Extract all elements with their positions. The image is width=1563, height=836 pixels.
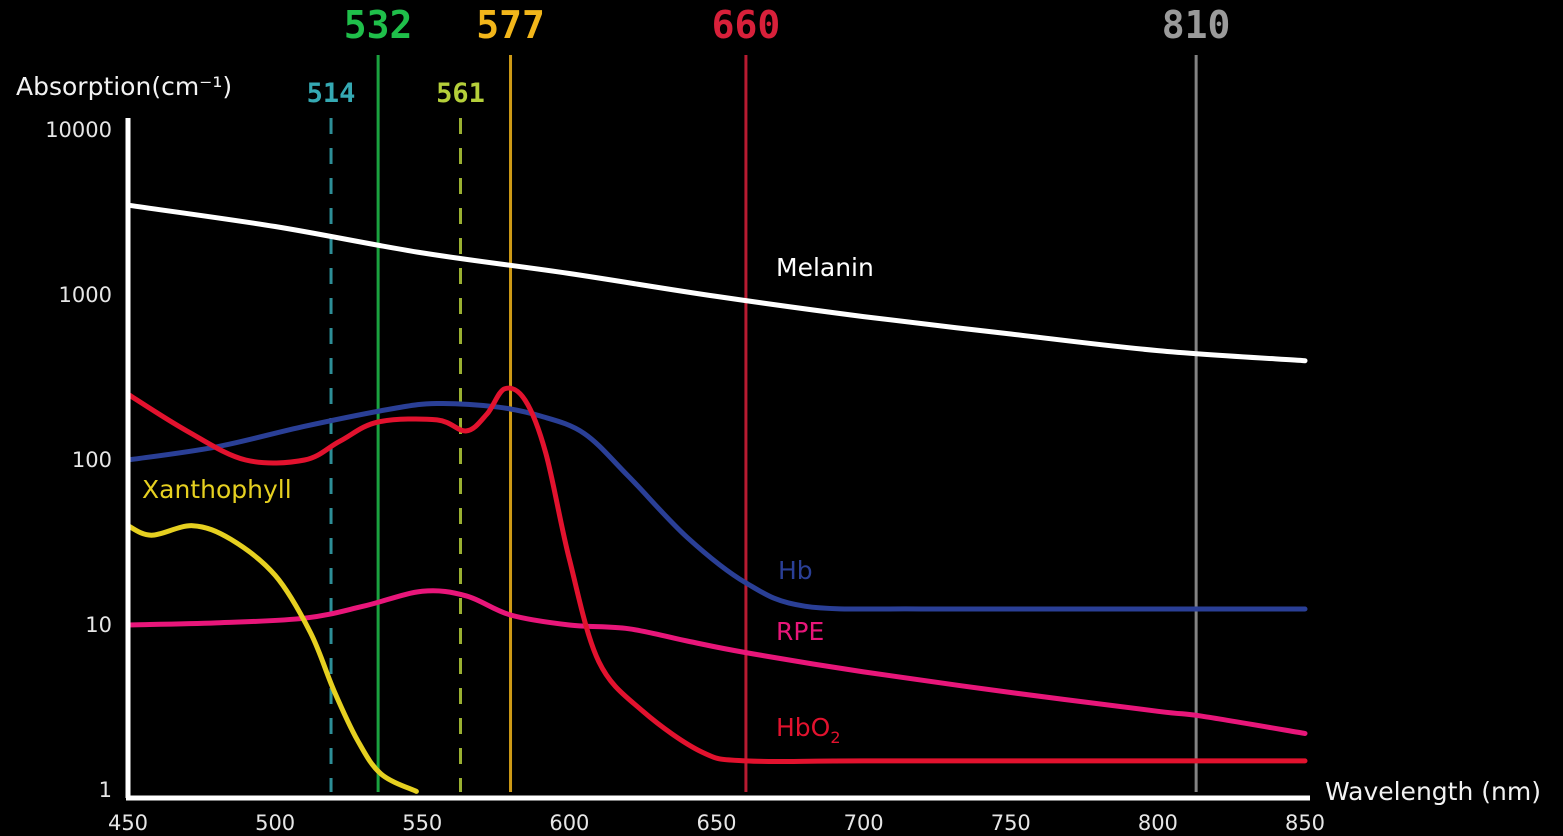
x-axis-label: Wavelength (nm) (1325, 777, 1541, 806)
y-tick-label: 10000 (45, 118, 112, 142)
y-tick-label: 100 (72, 448, 112, 472)
series-line-xanthophyll (125, 523, 419, 794)
laser-label-514: 514 (307, 78, 356, 109)
x-tick-label: 750 (991, 811, 1031, 835)
y-tick-label: 1000 (59, 283, 112, 307)
series-line-hbo (125, 385, 1308, 765)
x-tick-label: 700 (844, 811, 884, 835)
laser-label-532: 532 (344, 3, 413, 47)
series-label-rpe: RPE (776, 617, 824, 646)
x-tick-label: 650 (696, 811, 736, 835)
x-tick-label: 500 (255, 811, 295, 835)
series-label-melanin: Melanin (776, 253, 874, 282)
series-labels: Melanin Hb RPE HbO2 Xanthophyll (142, 253, 874, 747)
tick-labels: 450 500 550 600 650 700 750 800 850 1 10 100 1000 100… (45, 118, 1325, 835)
series-line-hb (125, 400, 1308, 612)
series-label-xanthophyll: Xanthophyll (142, 475, 292, 504)
series-line-rpe (125, 588, 1308, 736)
series-label-hb: Hb (778, 556, 813, 585)
x-tick-label: 550 (402, 811, 442, 835)
y-tick-label: 1 (99, 778, 112, 802)
laser-label-660: 660 (712, 3, 781, 47)
x-tick-label: 600 (549, 811, 589, 835)
x-tick-label: 850 (1285, 811, 1325, 835)
laser-label-577: 577 (476, 3, 545, 47)
series-lines (125, 202, 1308, 794)
laser-label-810: 810 (1162, 3, 1231, 47)
y-tick-label: 10 (85, 613, 112, 637)
series-line-melanin (125, 202, 1308, 364)
laser-label-561: 561 (436, 78, 485, 109)
y-axis-label: Absorption(cm⁻¹) (16, 72, 232, 101)
x-tick-label: 450 (108, 811, 148, 835)
laser-lines: 514 532 561 577 660 810 (307, 3, 1231, 792)
x-tick-label: 800 (1138, 811, 1178, 835)
axes: Absorption(cm⁻¹) Wavelength (nm) (16, 72, 1541, 806)
series-label-hbo: HbO2 (776, 713, 841, 747)
